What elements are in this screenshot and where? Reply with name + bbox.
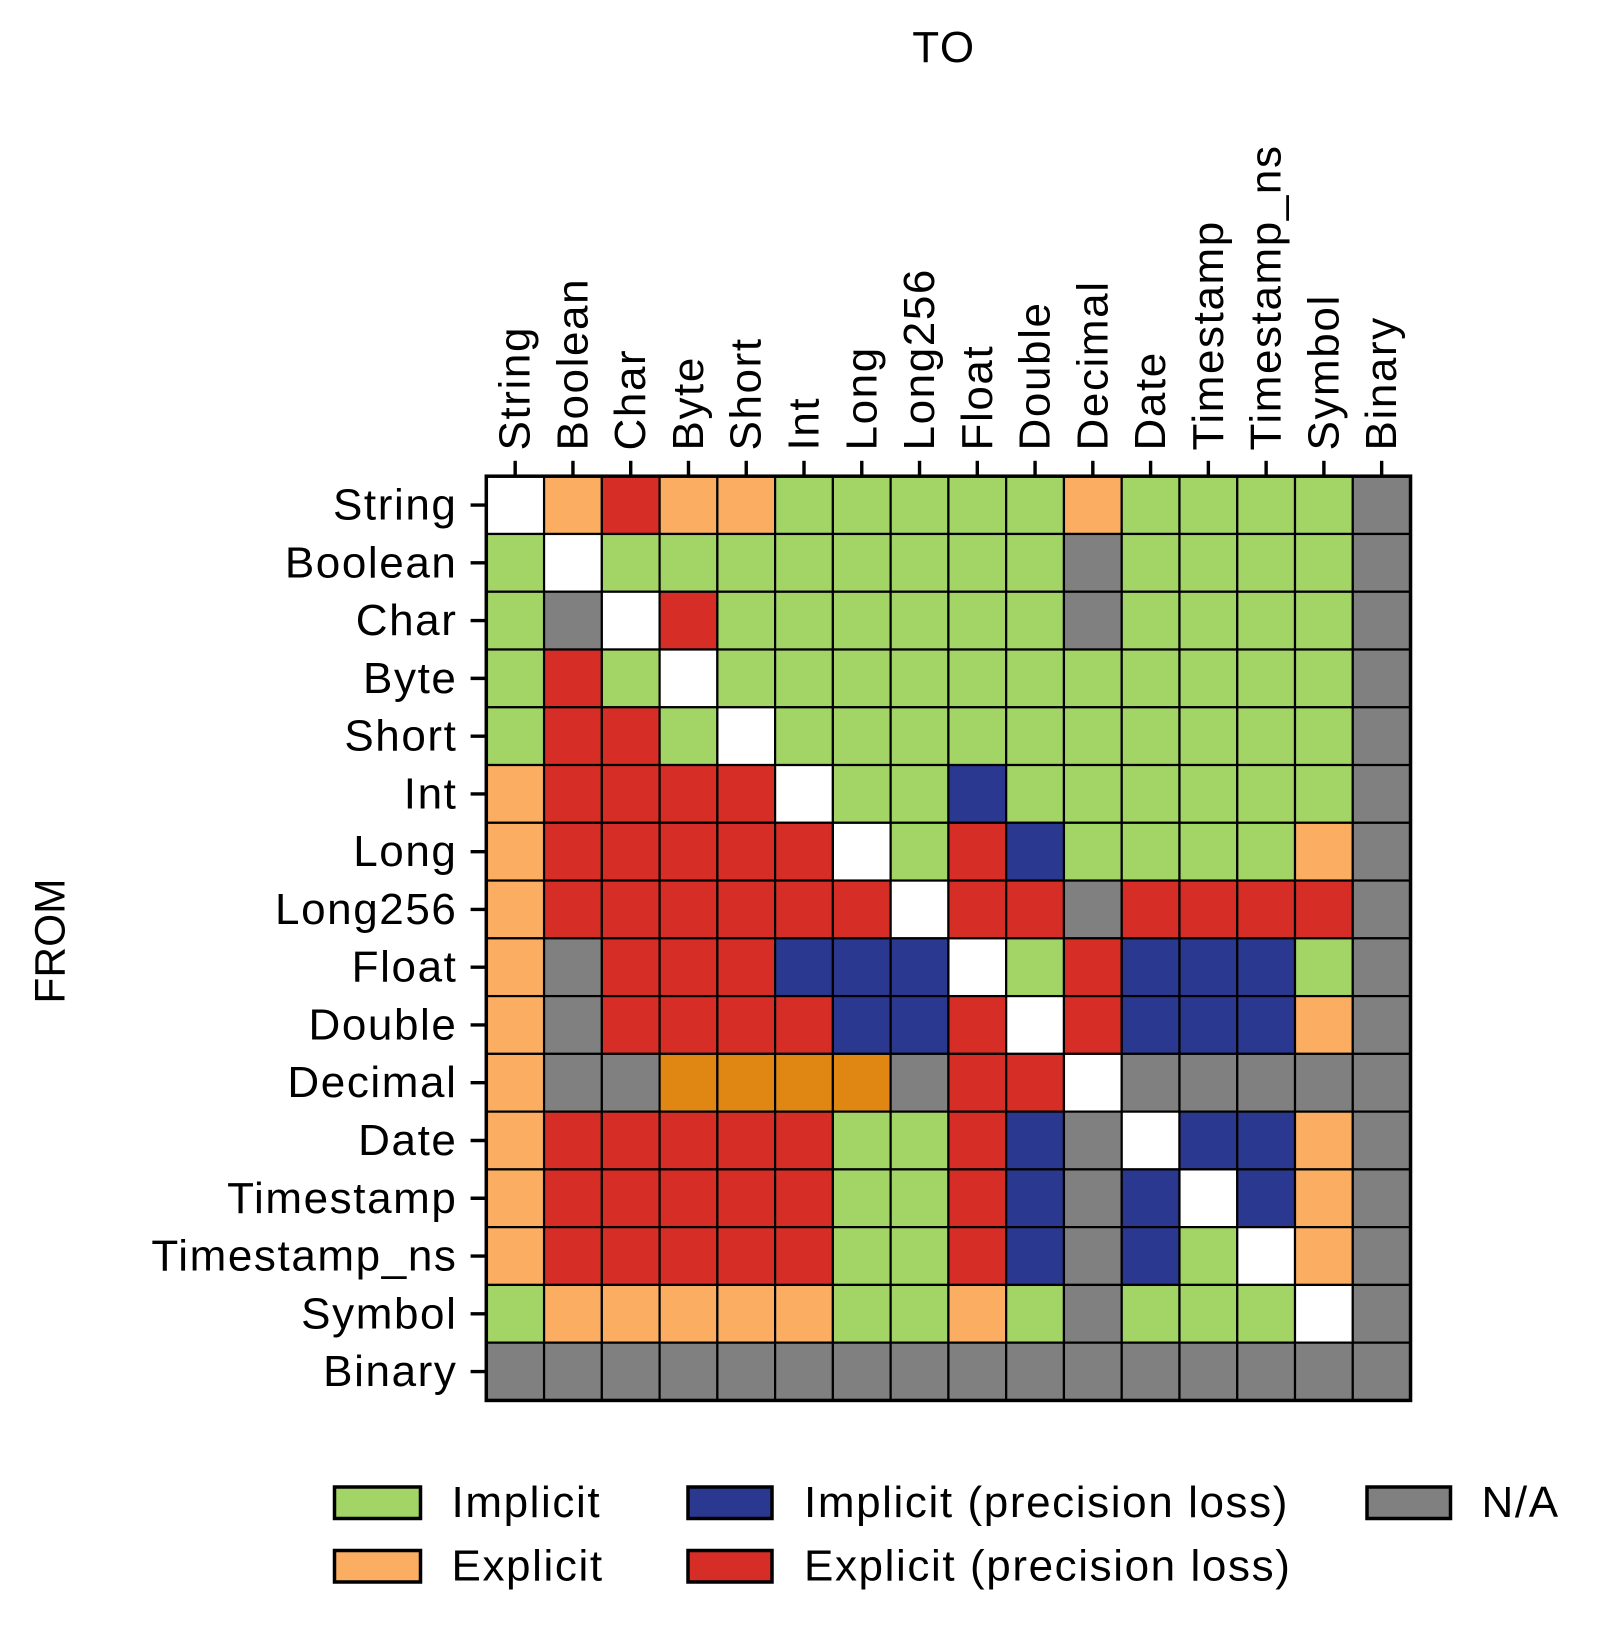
svg-text:Double: Double [1011,301,1060,450]
svg-text:Char: Char [356,596,458,645]
svg-text:Boolean: Boolean [548,278,597,451]
svg-text:String: String [333,481,458,530]
svg-text:Long256: Long256 [895,268,944,451]
svg-text:Int: Int [780,397,829,451]
svg-text:Double: Double [308,1000,457,1049]
svg-text:Implicit (precision loss): Implicit (precision loss) [804,1478,1289,1527]
svg-text:Int: Int [404,769,458,818]
svg-text:Explicit: Explicit [452,1542,604,1591]
svg-text:N/A: N/A [1482,1478,1560,1527]
svg-text:Long: Long [353,827,457,876]
svg-text:TO: TO [912,23,976,72]
svg-text:Binary: Binary [1357,316,1406,450]
svg-text:Float: Float [953,345,1002,451]
svg-text:Decimal: Decimal [1068,280,1117,450]
svg-text:Char: Char [606,349,655,451]
svg-text:Date: Date [1126,351,1175,450]
svg-text:Boolean: Boolean [285,538,458,587]
svg-text:String: String [491,326,540,451]
svg-text:Long: Long [837,346,886,450]
svg-text:Byte: Byte [664,356,713,450]
svg-text:Byte: Byte [363,654,457,703]
svg-text:Symbol: Symbol [1299,294,1348,450]
svg-text:Timestamp: Timestamp [1184,220,1233,450]
svg-text:Binary: Binary [323,1347,457,1396]
svg-text:Timestamp: Timestamp [227,1174,457,1223]
svg-text:Short: Short [344,712,457,761]
svg-text:Symbol: Symbol [301,1289,457,1338]
svg-text:Explicit (precision loss): Explicit (precision loss) [804,1542,1291,1591]
svg-text:Implicit: Implicit [452,1478,602,1527]
svg-text:Timestamp_ns: Timestamp_ns [151,1232,457,1281]
svg-text:FROM: FROM [28,878,75,1003]
svg-text:Timestamp_ns: Timestamp_ns [1242,144,1291,450]
svg-text:Float: Float [352,943,458,992]
svg-text:Short: Short [722,337,771,450]
svg-text:Decimal: Decimal [287,1058,457,1107]
svg-text:Long256: Long256 [275,885,458,934]
svg-text:Date: Date [358,1116,457,1165]
